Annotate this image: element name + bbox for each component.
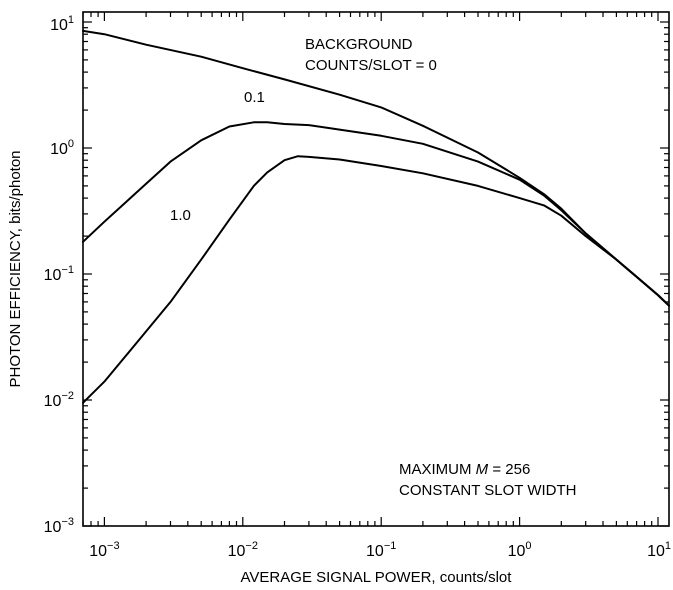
x-tick-label: 10−1 xyxy=(366,540,396,560)
series-label-bg-1.0: 1.0 xyxy=(170,207,191,224)
y-tick-labels: 10−3 10−2 10−1 100 101 xyxy=(44,14,74,536)
tick-marks xyxy=(82,12,669,527)
y-tick-label: 10−2 xyxy=(44,390,74,410)
y-axis-label: PHOTON EFFICIENCY, bits/photon xyxy=(7,150,24,387)
y-tick-label: 10−1 xyxy=(44,264,74,284)
plot-frame xyxy=(82,11,670,527)
x-tick-labels: 10−3 10−2 10−1 100 101 xyxy=(89,540,671,560)
series-label-bg-0.1: 0.1 xyxy=(244,89,265,106)
series-label-bg-0-line-2: COUNTS/SLOT = 0 xyxy=(305,57,437,74)
x-tick-label: 100 xyxy=(508,540,532,560)
y-tick-label: 101 xyxy=(50,14,74,34)
x-tick-label: 10−3 xyxy=(89,540,119,560)
series-lines xyxy=(82,29,670,404)
y-tick-label: 100 xyxy=(50,138,74,158)
y-tick-label: 10−3 xyxy=(44,516,74,536)
annotation-slot-width: CONSTANT SLOT WIDTH xyxy=(399,482,577,499)
x-axis-label: AVERAGE SIGNAL POWER, counts/slot xyxy=(241,569,513,586)
series-line-3 xyxy=(82,155,670,404)
series-line-2 xyxy=(82,121,670,307)
series-label-bg-0-line-1: BACKGROUND xyxy=(305,36,413,53)
x-tick-label: 10−2 xyxy=(228,540,258,560)
annotation-max-m: MAXIMUM M = 256 xyxy=(399,461,530,478)
x-tick-label: 101 xyxy=(647,540,671,560)
